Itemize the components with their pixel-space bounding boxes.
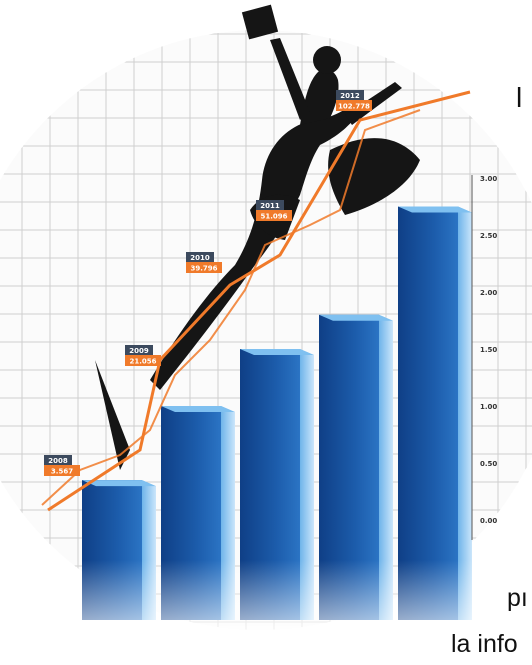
bottom-fade bbox=[0, 560, 532, 665]
trend-label-2010: 2010 39.796 bbox=[186, 252, 222, 273]
y-axis-ticks: 3.00 2.50 2.00 1.50 1.00 0.50 0.00 bbox=[480, 175, 497, 525]
trend-label-2009: 2009 21.056 bbox=[125, 345, 161, 366]
trend-label-year: 2009 bbox=[129, 347, 149, 355]
cropped-heading-text: l bbox=[516, 82, 523, 113]
trend-label-year: 2012 bbox=[340, 92, 360, 100]
y-tick-label: 2.00 bbox=[480, 289, 497, 297]
trend-label-value: 3.567 bbox=[51, 468, 73, 476]
trend-label-2011: 2011 51.096 bbox=[256, 200, 292, 221]
bar-2012 bbox=[398, 206, 472, 620]
trend-label-value: 21.056 bbox=[129, 358, 156, 366]
y-tick-label: 3.00 bbox=[480, 175, 497, 183]
y-tick-label: 2.50 bbox=[480, 232, 497, 240]
trend-label-value: 102.778 bbox=[338, 103, 370, 111]
trend-label-year: 2008 bbox=[48, 457, 68, 465]
y-tick-label: 1.00 bbox=[480, 403, 497, 411]
businessman-silhouette-icon bbox=[95, 4, 420, 470]
trend-label-2008: 2008 3.567 bbox=[44, 455, 80, 476]
trend-label-value: 51.096 bbox=[260, 213, 287, 221]
trend-label-year: 2011 bbox=[260, 202, 280, 210]
y-tick-label: 0.50 bbox=[480, 460, 497, 468]
bar-series bbox=[82, 206, 472, 620]
cropped-body-text-2: la info bbox=[451, 630, 518, 658]
cropped-body-text: pı bbox=[507, 584, 528, 612]
trend-label-value: 39.796 bbox=[190, 265, 217, 273]
trend-line bbox=[47, 90, 471, 512]
y-tick-label: 0.00 bbox=[480, 517, 497, 525]
trend-label-year: 2010 bbox=[190, 254, 210, 262]
trend-point-labels: 20083.567200921.056201039.796201151.0962… bbox=[41, 90, 421, 506]
trend-label-2012: 2012 102.778 bbox=[336, 90, 372, 111]
y-tick-label: 1.50 bbox=[480, 346, 497, 354]
